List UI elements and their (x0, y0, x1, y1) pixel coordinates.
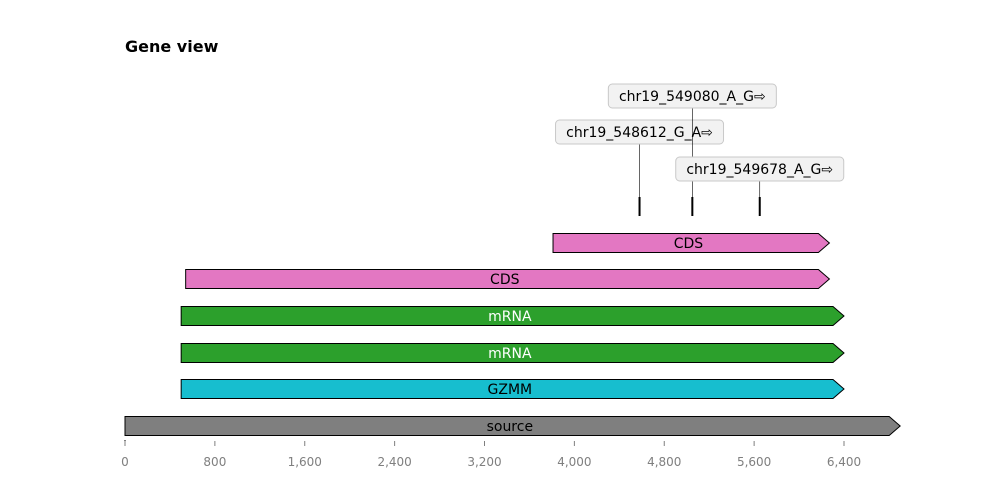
variant-marker-2 (758, 197, 761, 216)
features-layer: source GZMM mRNA mRNA CDS CDS (124, 233, 901, 436)
x-tick-label-2: 1,600 (288, 455, 322, 469)
variant-label-box-2 (675, 156, 845, 182)
feature-arrow-1 (180, 379, 845, 399)
feature-label-5: CDS (674, 236, 704, 252)
x-tick-label-4: 3,200 (467, 455, 501, 469)
feature-label-2: mRNA (488, 346, 532, 362)
feature-label-0: source (487, 419, 534, 435)
x-tick-label-7: 5,600 (737, 455, 771, 469)
x-axis: 0 800 1,600 2,400 3,200 4,000 4,800 5,600 6,400 (121, 440, 861, 469)
x-tick-label-8: 6,400 (827, 455, 861, 469)
x-tick-label-0: 0 (121, 455, 129, 469)
variants-layer: chr19_548612_G_A⇨ chr19_549080_A_G⇨ chr19_… (555, 83, 845, 216)
variant-label-box-0 (555, 119, 725, 145)
feature-label-3: mRNA (488, 309, 532, 325)
variant-label-2: chr19_549678_A_G⇨ (686, 162, 833, 178)
x-tick-label-1: 800 (203, 455, 226, 469)
x-tick-label-5: 4,000 (557, 455, 591, 469)
variant-label-1: chr19_549080_A_G⇨ (619, 89, 766, 105)
variant-label-box-1 (607, 83, 777, 109)
feature-arrow-3 (180, 306, 845, 326)
feature-arrow-0 (124, 416, 901, 436)
feature-label-4: CDS (490, 272, 520, 288)
variant-label-0: chr19_548612_G_A⇨ (566, 125, 713, 141)
feature-label-1: GZMM (488, 382, 533, 398)
feature-arrow-5 (552, 233, 831, 253)
variant-marker-0 (638, 197, 641, 216)
feature-arrow-4 (185, 269, 831, 289)
x-tick-label-3: 2,400 (377, 455, 411, 469)
feature-arrow-2 (180, 343, 845, 363)
diagram-title: Gene view (125, 37, 219, 56)
x-tick-label-6: 4,800 (647, 455, 681, 469)
variant-marker-1 (691, 197, 694, 216)
